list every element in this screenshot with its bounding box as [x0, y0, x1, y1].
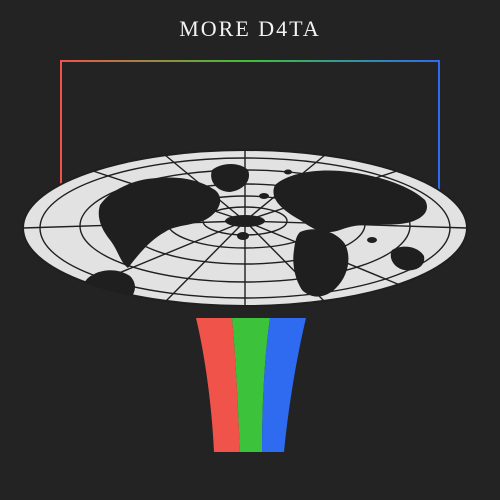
globe-funnel-icon	[22, 149, 468, 307]
rgb-beam-icon	[196, 318, 306, 452]
spectrum-frame-icon	[60, 60, 440, 190]
album-title: MORE D4TA	[179, 16, 321, 41]
